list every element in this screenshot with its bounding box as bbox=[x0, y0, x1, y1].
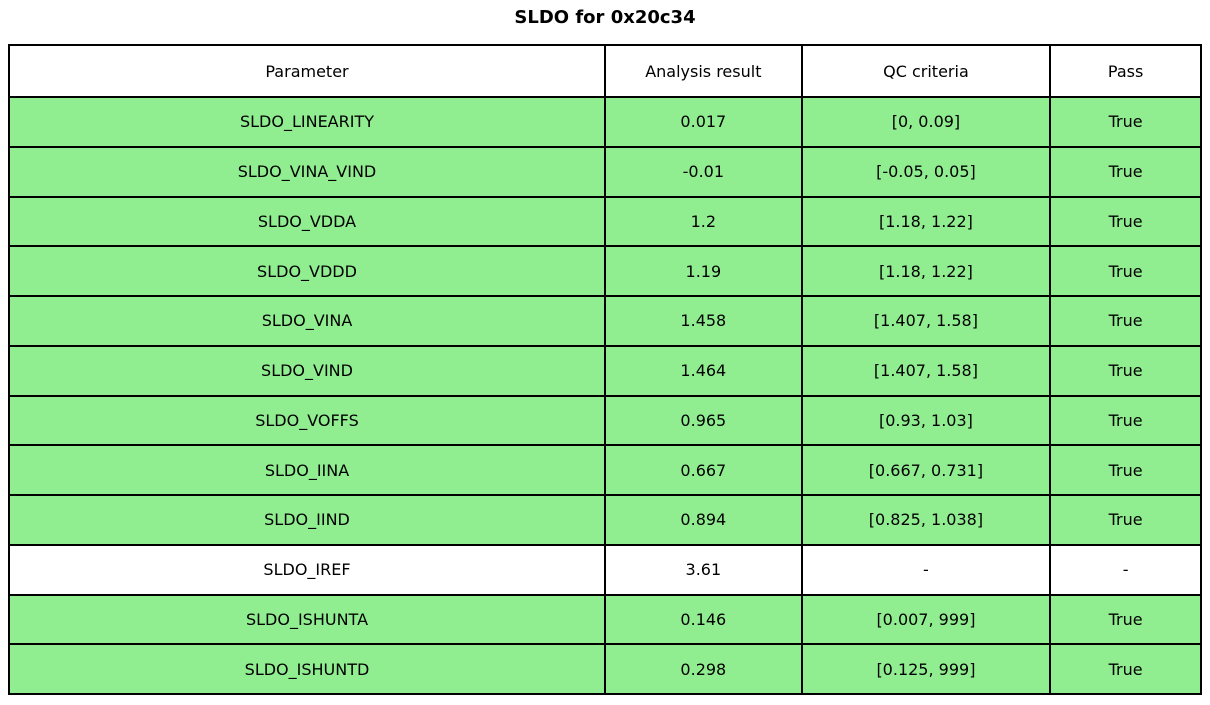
qc-criteria-cell: - bbox=[800, 543, 1052, 596]
result-cell: 1.19 bbox=[604, 245, 803, 297]
parameter-cell: SLDO_LINEARITY bbox=[8, 96, 606, 148]
result-cell: -0.01 bbox=[604, 145, 803, 198]
pass-cell: True bbox=[1049, 195, 1202, 248]
table-body: SLDO_LINEARITY 0.017 [0, 0.09] True SLDO… bbox=[8, 96, 1202, 695]
table-row: SLDO_IINA 0.667 [0.667, 0.731] True bbox=[8, 444, 1202, 496]
table-row: SLDO_ISHUNTA 0.146 [0.007, 999] True bbox=[8, 593, 1202, 646]
result-cell: 3.61 bbox=[604, 543, 803, 596]
table-row: SLDO_IREF 3.61 - - bbox=[8, 543, 1202, 596]
table-row: SLDO_ISHUNTD 0.298 [0.125, 999] True bbox=[8, 643, 1202, 695]
result-cell: 0.298 bbox=[604, 643, 803, 695]
parameter-cell: SLDO_VOFFS bbox=[8, 394, 606, 447]
pass-cell: True bbox=[1049, 444, 1202, 496]
qc-criteria-cell: [0.93, 1.03] bbox=[800, 394, 1052, 447]
pass-cell: True bbox=[1049, 295, 1202, 347]
table-row: SLDO_VOFFS 0.965 [0.93, 1.03] True bbox=[8, 394, 1202, 447]
result-cell: 0.667 bbox=[604, 444, 803, 496]
qc-criteria-cell: [-0.05, 0.05] bbox=[800, 145, 1052, 198]
parameter-cell: SLDO_ISHUNTD bbox=[8, 643, 606, 695]
parameter-cell: SLDO_VIND bbox=[8, 344, 606, 397]
result-cell: 1.464 bbox=[604, 344, 803, 397]
qc-criteria-cell: [1.18, 1.22] bbox=[800, 245, 1052, 297]
pass-cell: True bbox=[1049, 96, 1202, 148]
table-row: SLDO_VINA_VIND -0.01 [-0.05, 0.05] True bbox=[8, 145, 1202, 198]
table-row: SLDO_VIND 1.464 [1.407, 1.58] True bbox=[8, 344, 1202, 397]
result-cell: 0.017 bbox=[604, 96, 803, 148]
header-row: Parameter Analysis result QC criteria Pa… bbox=[8, 44, 1202, 98]
qc-criteria-cell: [1.18, 1.22] bbox=[800, 195, 1052, 248]
parameter-cell: SLDO_VDDA bbox=[8, 195, 606, 248]
pass-cell: True bbox=[1049, 593, 1202, 646]
table-row: SLDO_LINEARITY 0.017 [0, 0.09] True bbox=[8, 96, 1202, 148]
column-header-parameter: Parameter bbox=[8, 44, 606, 98]
result-cell: 0.894 bbox=[604, 494, 803, 546]
table-row: SLDO_VDDD 1.19 [1.18, 1.22] True bbox=[8, 245, 1202, 297]
pass-cell: True bbox=[1049, 245, 1202, 297]
qc-criteria-cell: [0, 0.09] bbox=[800, 96, 1052, 148]
result-cell: 0.146 bbox=[604, 593, 803, 646]
parameter-cell: SLDO_IINA bbox=[8, 444, 606, 496]
parameter-cell: SLDO_ISHUNTA bbox=[8, 593, 606, 646]
qc-criteria-cell: [0.007, 999] bbox=[800, 593, 1052, 646]
result-cell: 0.965 bbox=[604, 394, 803, 447]
parameter-cell: SLDO_VINA bbox=[8, 295, 606, 347]
qc-criteria-cell: [1.407, 1.58] bbox=[800, 344, 1052, 397]
parameter-cell: SLDO_VDDD bbox=[8, 245, 606, 297]
table-row: SLDO_VDDA 1.2 [1.18, 1.22] True bbox=[8, 195, 1202, 248]
qc-results-table: Parameter Analysis result QC criteria Pa… bbox=[8, 44, 1202, 695]
column-header-pass: Pass bbox=[1049, 44, 1202, 98]
qc-criteria-cell: [0.125, 999] bbox=[800, 643, 1052, 695]
parameter-cell: SLDO_IREF bbox=[8, 543, 606, 596]
qc-criteria-cell: [0.825, 1.038] bbox=[800, 494, 1052, 546]
pass-cell: True bbox=[1049, 145, 1202, 198]
table-row: SLDO_VINA 1.458 [1.407, 1.58] True bbox=[8, 295, 1202, 347]
page-title: SLDO for 0x20c34 bbox=[514, 7, 696, 28]
column-header-qc-criteria: QC criteria bbox=[800, 44, 1052, 98]
pass-cell: True bbox=[1049, 344, 1202, 397]
pass-cell: True bbox=[1049, 643, 1202, 695]
qc-criteria-cell: [1.407, 1.58] bbox=[800, 295, 1052, 347]
qc-criteria-cell: [0.667, 0.731] bbox=[800, 444, 1052, 496]
result-cell: 1.458 bbox=[604, 295, 803, 347]
parameter-cell: SLDO_IIND bbox=[8, 494, 606, 546]
pass-cell: - bbox=[1049, 543, 1202, 596]
pass-cell: True bbox=[1049, 394, 1202, 447]
parameter-cell: SLDO_VINA_VIND bbox=[8, 145, 606, 198]
table-row: SLDO_IIND 0.894 [0.825, 1.038] True bbox=[8, 494, 1202, 546]
column-header-analysis-result: Analysis result bbox=[604, 44, 803, 98]
result-cell: 1.2 bbox=[604, 195, 803, 248]
pass-cell: True bbox=[1049, 494, 1202, 546]
